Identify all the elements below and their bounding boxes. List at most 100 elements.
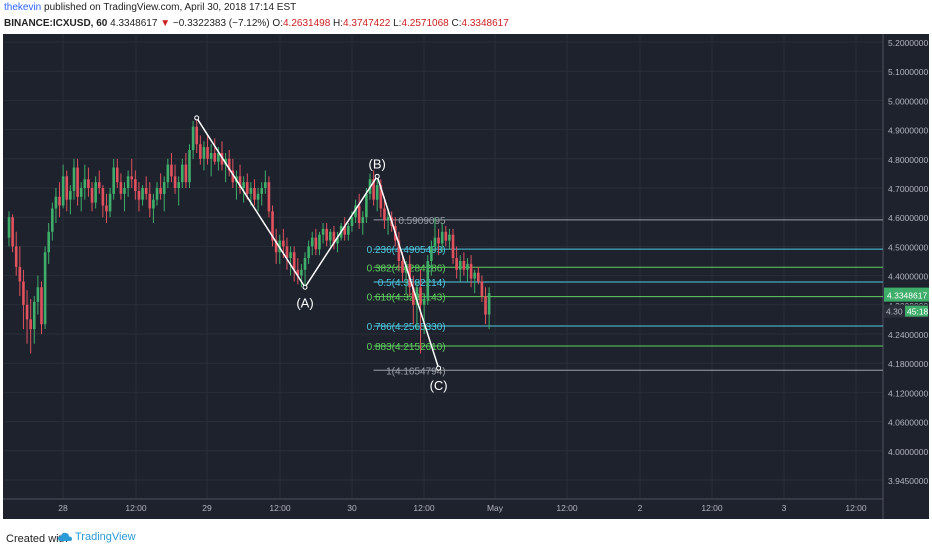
candle-body bbox=[466, 263, 469, 270]
tradingview-brand: TradingView bbox=[75, 531, 136, 543]
candle-body bbox=[267, 182, 271, 212]
candle-body bbox=[180, 164, 184, 183]
candle-body bbox=[462, 261, 466, 270]
candle-body bbox=[206, 147, 209, 159]
price-tick-label: 4.6000000 bbox=[888, 213, 928, 223]
candle-body bbox=[213, 152, 217, 162]
candle-body bbox=[282, 240, 285, 247]
elliott-wave-label: (C) bbox=[430, 378, 448, 393]
candle-body bbox=[97, 182, 101, 188]
candle-body bbox=[159, 188, 162, 194]
price-tick-label: 4.0000000 bbox=[888, 447, 928, 457]
candle-body bbox=[469, 263, 473, 279]
candle-body bbox=[296, 269, 300, 276]
time-tick-label: May bbox=[487, 503, 504, 513]
candle-body bbox=[87, 179, 90, 188]
candle-body bbox=[202, 147, 206, 159]
candle-body bbox=[307, 246, 310, 259]
candle-body bbox=[260, 188, 263, 194]
candle-body bbox=[141, 188, 144, 200]
high-value: 4.3747422 bbox=[343, 18, 391, 29]
fib-level-label: 0.618(4.3280143) bbox=[367, 293, 446, 304]
candle-body bbox=[422, 298, 426, 305]
candle-body bbox=[72, 167, 76, 191]
candle-body bbox=[455, 258, 458, 270]
candle-body bbox=[361, 217, 365, 224]
symbol-line: BINANCE:ICXUSD, 60 4.3348617 ▼ −0.332238… bbox=[4, 18, 509, 29]
candle-body bbox=[22, 281, 25, 305]
candle-body bbox=[383, 208, 386, 221]
cloud-icon bbox=[58, 532, 72, 541]
candle-body bbox=[43, 252, 47, 325]
last-price: 4.3348617 bbox=[110, 18, 158, 29]
candle-body bbox=[354, 205, 357, 218]
candle-body bbox=[217, 152, 220, 162]
candle-body bbox=[249, 188, 253, 194]
candle-body bbox=[412, 287, 415, 305]
candle-body bbox=[372, 179, 375, 200]
candle-body bbox=[357, 205, 361, 224]
candle-body bbox=[58, 196, 61, 206]
down-arrow-icon: ▼ bbox=[160, 18, 171, 29]
wave-point bbox=[194, 115, 200, 121]
candle-body bbox=[451, 234, 455, 259]
price-tick-label: 4.8000000 bbox=[888, 155, 928, 165]
candle-body bbox=[245, 182, 249, 194]
price-tick-label: 5.2000000 bbox=[888, 38, 928, 48]
candle-body bbox=[484, 296, 487, 315]
candle-body bbox=[231, 170, 235, 183]
price-tick-label: 4.7000000 bbox=[888, 184, 928, 194]
price-tick-label: 4.2400000 bbox=[888, 330, 928, 340]
candle-body bbox=[227, 158, 231, 171]
candle-body bbox=[61, 176, 65, 206]
candle-body bbox=[440, 231, 444, 244]
author-link[interactable]: thekevin bbox=[4, 2, 42, 13]
candle-body bbox=[350, 217, 354, 226]
candle-body bbox=[292, 252, 296, 270]
candle-body bbox=[264, 182, 267, 188]
price-tick-label: 4.5000000 bbox=[888, 242, 928, 252]
candle-body bbox=[116, 167, 119, 183]
candle-body bbox=[152, 199, 155, 209]
candle-body bbox=[40, 287, 43, 325]
tradingview-logo[interactable]: TradingView bbox=[58, 531, 136, 543]
candle-body bbox=[14, 246, 18, 267]
time-tick-label: 30 bbox=[347, 503, 357, 513]
price-tick-label: 4.0600000 bbox=[888, 418, 928, 428]
candle-body bbox=[79, 188, 83, 197]
close-value: 4.3348617 bbox=[461, 18, 509, 29]
fib-level-label: 0.883(4.2152610) bbox=[367, 342, 446, 353]
candle-body bbox=[195, 126, 199, 145]
candle-body bbox=[303, 258, 307, 270]
time-tick-label: 12:00 bbox=[845, 503, 867, 513]
countdown-box bbox=[905, 305, 928, 317]
price-change: −0.3322383 (−7.12%) bbox=[172, 18, 270, 29]
wave-point bbox=[302, 284, 308, 290]
fib-level-label: 0.236(4.4905493) bbox=[367, 245, 446, 256]
candle-body bbox=[343, 225, 347, 235]
candlestick-chart[interactable]: 0.59090950.236(4.4905493)0.382(4.4284286… bbox=[3, 34, 929, 519]
price-tick-label: 4.1800000 bbox=[888, 359, 928, 369]
countdown-label: 45:18 bbox=[907, 307, 929, 317]
candle-body bbox=[289, 252, 292, 259]
last-price-tag bbox=[884, 287, 929, 302]
candle-body bbox=[430, 246, 433, 261]
price-tick-label: 5.1000000 bbox=[888, 67, 928, 77]
chart-area[interactable]: 0.59090950.236(4.4905493)0.382(4.4284286… bbox=[3, 34, 929, 519]
candle-body bbox=[83, 179, 87, 188]
candle-body bbox=[314, 237, 318, 250]
candle-body bbox=[386, 217, 390, 221]
chart-header: thekevin published on TradingView.com, A… bbox=[0, 0, 932, 34]
candle-body bbox=[415, 287, 419, 305]
candle-body bbox=[448, 234, 451, 241]
candle-body bbox=[318, 234, 321, 250]
candle-body bbox=[126, 176, 130, 188]
candle-body bbox=[379, 185, 383, 209]
low-value: 4.2571068 bbox=[401, 18, 449, 29]
candle-body bbox=[18, 266, 22, 282]
created-with-text: Created with bbox=[6, 533, 68, 545]
footer: Created with TradingView bbox=[0, 527, 932, 550]
fib-level-label: 0.5909095 bbox=[398, 216, 446, 227]
candle-body bbox=[7, 217, 11, 238]
price-tick-label: 5.0000000 bbox=[888, 96, 928, 106]
